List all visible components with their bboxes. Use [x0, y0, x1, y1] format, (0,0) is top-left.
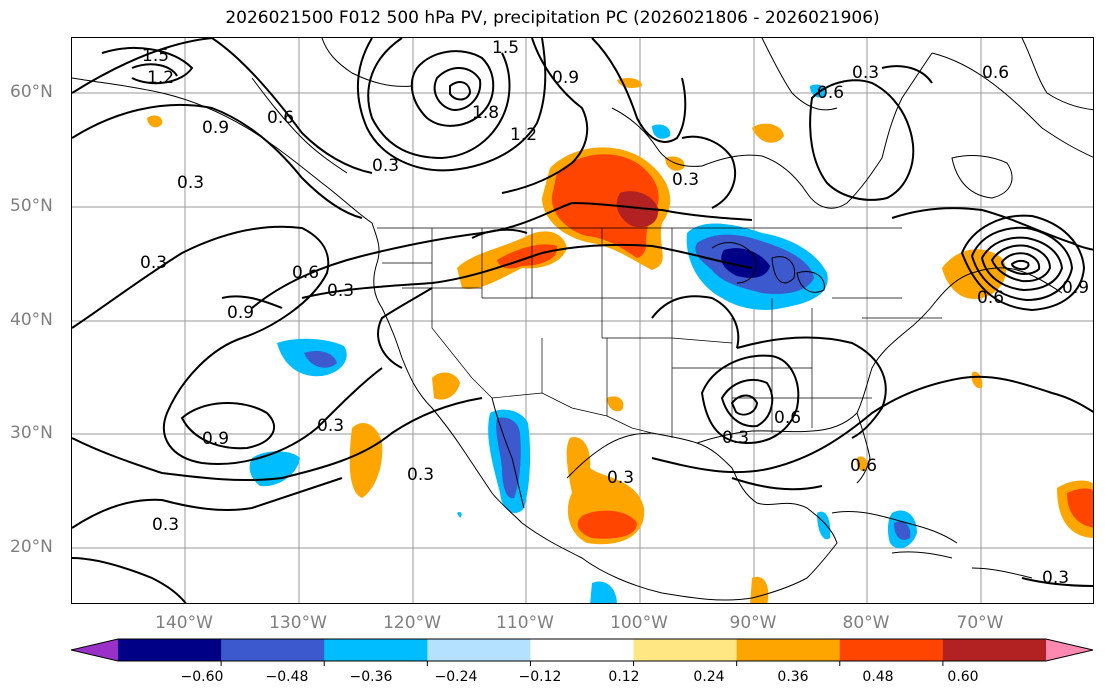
contour-label: 0.9: [202, 429, 229, 449]
colorbar-tick-label: −0.60: [180, 669, 224, 685]
contour-label: 0.3: [177, 173, 204, 193]
colorbar-tick-label: 0.12: [608, 669, 640, 685]
contour-ridge-0.6: [72, 103, 363, 219]
contour-label: 0.6: [982, 63, 1009, 83]
colorbar-tick-label: 0.24: [693, 669, 725, 685]
map-title: 2026021500 F012 500 hPa PV, precipitatio…: [225, 8, 880, 28]
contour-label: 0.9: [552, 68, 579, 88]
contour-label: 1.5: [142, 46, 169, 66]
contour-low-gulf: [700, 354, 800, 445]
contour-0.3-south: [72, 397, 483, 482]
pv-contours: [72, 38, 1093, 603]
lon-label-130w: 130°W: [269, 613, 327, 633]
precip-negative-pacific: [249, 451, 300, 487]
colorbar-segment: [839, 639, 944, 661]
colorbar-segment: [118, 639, 222, 661]
colorbar-tick-label: 0.48: [862, 669, 894, 685]
colorbar-segment: [942, 639, 1047, 661]
contour-label: 0.3: [607, 468, 634, 488]
graticule: [72, 38, 1093, 603]
contour-label: 0.6: [977, 288, 1004, 308]
lon-label-70w: 70°W: [956, 613, 1004, 633]
contour-0.6-main: [251, 201, 753, 309]
contour-label: 0.6: [850, 456, 877, 476]
lon-label-90w: 90°W: [729, 613, 777, 633]
colorbar-extend-high: [1046, 639, 1093, 661]
contour-0.3-east: [651, 375, 1093, 474]
contour-label: 0.3: [152, 515, 179, 535]
contour-label: 1.2: [147, 68, 174, 88]
contour-labels: 1.5 1.2 0.6 0.9 0.3 0.3 1.5 1.2 0.9 1.8 …: [140, 38, 1089, 588]
contour-label: 0.6: [292, 263, 319, 283]
precip-positive-greatlakes-east: [942, 249, 1006, 299]
lon-label-120w: 120°W: [383, 613, 441, 633]
contour-label: 0.3: [327, 281, 354, 301]
contour-label: 1.2: [510, 125, 537, 145]
contour-label: 0.9: [227, 303, 254, 323]
colorbar-segment: [736, 639, 841, 661]
map-panel: 1.5 1.2 0.6 0.9 0.3 0.3 1.5 1.2 0.9 1.8 …: [71, 37, 1094, 604]
colorbar-tick-label: −0.24: [434, 669, 478, 685]
political-borders: [377, 227, 942, 438]
colorbar-tick-label: 0.60: [947, 669, 979, 685]
lat-label-20n: 20°N: [10, 537, 53, 557]
contour-label: 0.9: [1062, 278, 1089, 298]
colorbar-segment: [633, 639, 738, 661]
contour-label: 0.3: [672, 170, 699, 190]
contour-trough-0.9: [72, 225, 330, 339]
colorbar-tick-label: −0.12: [518, 669, 562, 685]
contour-label: 1.8: [472, 103, 499, 123]
colorbar-outline: [71, 638, 1094, 662]
precip-positive-az: [432, 372, 460, 400]
contour-label: 0.3: [852, 63, 879, 83]
lon-label-110w: 110°W: [496, 613, 554, 633]
lat-label-50n: 50°N: [10, 196, 53, 216]
precip-shading: [147, 78, 1093, 603]
contour-label: 0.3: [722, 428, 749, 448]
contour-cutoff-ne: [809, 79, 915, 201]
map-canvas: 1.5 1.2 0.6 0.9 0.3 0.3 1.5 1.2 0.9 1.8 …: [72, 38, 1093, 603]
contour-label: 0.3: [407, 465, 434, 485]
contour-label: 0.3: [1042, 568, 1069, 588]
contour-label: 0.3: [317, 416, 344, 436]
colorbar-extend-low: [71, 639, 118, 661]
lon-label-140w: 140°W: [155, 613, 213, 633]
precip-positive-hudson: [752, 123, 784, 143]
colorbar-tick-label: −0.36: [349, 669, 393, 685]
coastlines: [72, 38, 1093, 601]
lat-label-40n: 40°N: [10, 310, 53, 330]
lon-label-100w: 100°W: [610, 613, 668, 633]
precip-positive-baja-east: [349, 423, 383, 498]
contour-label: 0.3: [372, 156, 399, 176]
colorbar-segment: [427, 639, 531, 661]
contour-0.6-hudson: [591, 38, 687, 143]
contour-label: 0.3: [140, 253, 167, 273]
contour-high-alaska: [72, 38, 213, 94]
contour-label: 0.9: [202, 118, 229, 138]
lat-label-60n: 60°N: [10, 82, 53, 102]
colorbar-segment: [324, 639, 428, 661]
contour-label: 0.6: [267, 108, 294, 128]
contour-label: 1.5: [492, 38, 519, 58]
contour-label: 0.6: [817, 83, 844, 103]
lat-label-30n: 30°N: [10, 423, 53, 443]
contour-0.3-plains: [301, 243, 753, 299]
contour-low-hudson: [367, 38, 511, 160]
contour-low-atlantic: [960, 214, 1086, 312]
colorbar: [71, 638, 1094, 666]
lon-label-80w: 80°W: [842, 613, 890, 633]
colorbar-tick-label: −0.48: [265, 669, 309, 685]
colorbar-segment: [221, 639, 325, 661]
colorbar-segment: [530, 639, 635, 661]
colorbar-tick-label: 0.36: [777, 669, 809, 685]
contour-label: 0.6: [774, 408, 801, 428]
